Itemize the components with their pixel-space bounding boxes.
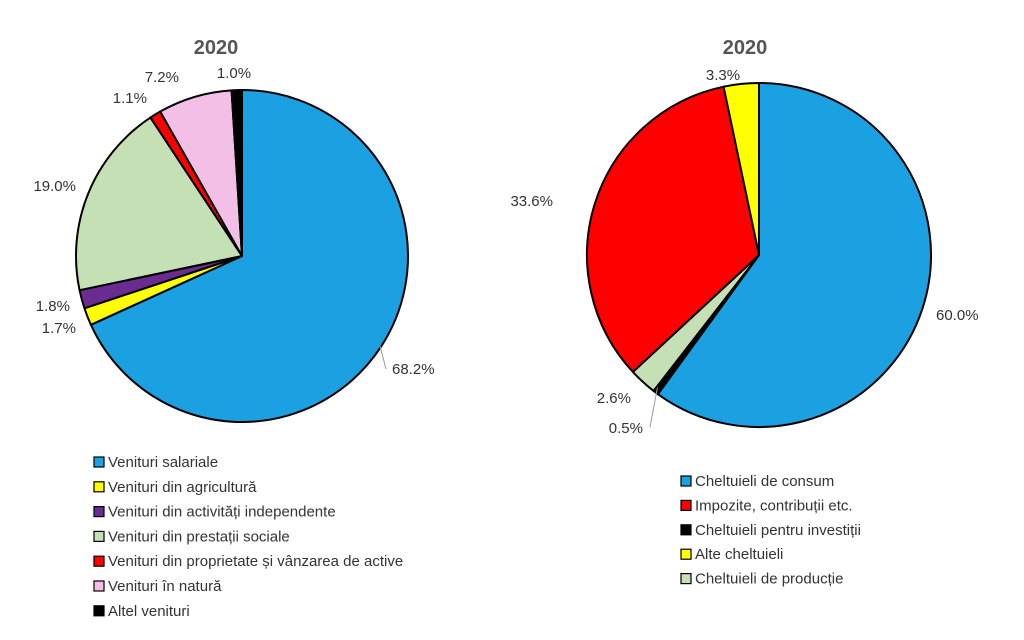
data-label: 1.8% [36, 298, 70, 315]
legend-item: Cheltuieli de consum [680, 473, 834, 490]
legend-swatch [93, 605, 105, 617]
data-label: 33.6% [510, 193, 553, 210]
legend-swatch [93, 456, 105, 468]
legend-item: Cheltuieli pentru investiții [680, 522, 861, 539]
legend-item: Venituri din agricultură [93, 479, 257, 496]
legend-label: Cheltuieli pentru investiții [695, 522, 861, 539]
data-label: 1.0% [217, 65, 251, 82]
data-label: 1.7% [42, 320, 76, 337]
legend-swatch [680, 548, 692, 560]
legend-item: Venituri în natură [93, 578, 222, 595]
legend-label: Cheltuieli de producție [695, 571, 843, 588]
data-label: 19.0% [33, 178, 76, 195]
chart-title: 2020 [723, 37, 768, 59]
legend-swatch [93, 530, 105, 543]
expenditure-pie-chart: 2020 60.0% 0.5% 2.6% 33.6% 3.3% Cheltuieli de … [510, 37, 978, 588]
legend-item: Impozite, contribuții etc. [680, 497, 853, 514]
pie-slice-altel-venituri [230, 89, 243, 257]
legend-label: Venituri din agricultură [108, 479, 257, 496]
income-pie-chart: 2020 68.2% 1.7% 1.8% 19.0% 1.1% 7.2% 1.0% Venitu… [33, 37, 434, 620]
pie-slice-impozite-contributii-etc [585, 85, 760, 373]
leader-line [379, 345, 387, 370]
legend-label: Venituri din activități independente [108, 504, 336, 521]
legend-item: Alte cheltuieli [680, 546, 783, 563]
legend-label: Alte cheltuieli [695, 546, 783, 563]
legend-label: Venituri în natură [108, 578, 222, 595]
legend-label: Impozite, contribuții etc. [695, 497, 853, 514]
data-label: 2.6% [597, 390, 631, 407]
data-label: 0.5% [609, 420, 643, 437]
legend-label: Venituri din proprietate și vânzarea de … [108, 553, 403, 570]
legend-item: Venituri din prestații sociale [93, 528, 290, 545]
pie-slice-venituri-salariale [89, 89, 409, 423]
legend-swatch [93, 506, 105, 518]
pie-slice-cheltuieli-de-consum [656, 82, 932, 428]
legend-label: Altel venituri [108, 603, 190, 620]
data-label: 60.0% [936, 307, 979, 324]
legend-swatch [93, 481, 105, 493]
legend-swatch [680, 475, 692, 487]
legend-swatch [93, 555, 105, 567]
legend-item: Cheltuieli de producție [680, 571, 843, 588]
data-label: 68.2% [392, 361, 435, 378]
pie-slice-alte-cheltuieli [722, 81, 760, 256]
legend-label: Venituri din prestații sociale [108, 528, 290, 545]
legend-swatch [680, 524, 692, 536]
legend-item: Altel venituri [93, 603, 190, 620]
chart-title: 2020 [194, 37, 239, 59]
pie-slice-venituri-din-prestatii-sociale [75, 116, 243, 292]
legend-item: Venituri din activități independente [93, 504, 336, 521]
data-label: 1.1% [113, 90, 147, 107]
legend-swatch [680, 572, 692, 585]
legend-label: Venituri salariale [108, 454, 218, 471]
legend-swatch [93, 580, 105, 592]
legend-item: Venituri salariale [93, 454, 218, 471]
data-label: 7.2% [145, 69, 179, 86]
data-label: 3.3% [706, 67, 740, 84]
legend-item: Venituri din proprietate și vânzarea de … [93, 553, 403, 570]
legend-swatch [680, 499, 692, 511]
legend-label: Cheltuieli de consum [695, 473, 834, 490]
